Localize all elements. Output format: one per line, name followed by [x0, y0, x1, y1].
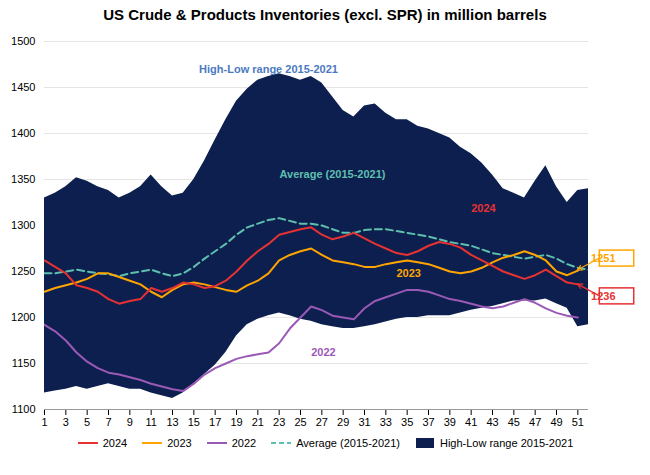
svg-text:17: 17 [209, 416, 221, 428]
svg-text:9: 9 [127, 416, 133, 428]
svg-text:51: 51 [572, 416, 584, 428]
svg-text:23: 23 [273, 416, 285, 428]
svg-text:25: 25 [294, 416, 306, 428]
svg-text:41: 41 [465, 416, 477, 428]
svg-text:1: 1 [41, 416, 47, 428]
svg-text:1350: 1350 [11, 173, 35, 185]
svg-text:2022: 2022 [311, 346, 335, 358]
svg-text:1500: 1500 [11, 35, 35, 47]
svg-text:1236: 1236 [591, 290, 615, 302]
svg-text:15: 15 [188, 416, 200, 428]
svg-text:2023: 2023 [397, 267, 421, 279]
svg-text:49: 49 [550, 416, 562, 428]
svg-text:33: 33 [380, 416, 392, 428]
svg-text:43: 43 [486, 416, 498, 428]
svg-text:1450: 1450 [11, 81, 35, 93]
svg-text:45: 45 [508, 416, 520, 428]
svg-text:1400: 1400 [11, 127, 35, 139]
svg-text:1300: 1300 [11, 219, 35, 231]
svg-text:High-Low range 2015-2021: High-Low range 2015-2021 [199, 63, 338, 75]
svg-text:1250: 1250 [11, 265, 35, 277]
svg-text:29: 29 [337, 416, 349, 428]
html-text:2022: 2022 [231, 437, 257, 449]
svg-text:7: 7 [105, 416, 111, 428]
svg-text:27: 27 [316, 416, 328, 428]
svg-text:39: 39 [444, 416, 456, 428]
svg-text:1150: 1150 [12, 357, 36, 369]
svg-text:19: 19 [230, 416, 242, 428]
svg-text:1251: 1251 [591, 252, 615, 264]
html-text:US Crude & Products Inventorie: US Crude & Products Inventories (excl. S… [103, 6, 547, 23]
html-text:High-Low range 2015-2021: High-Low range 2015-2021 [439, 437, 574, 449]
html-text:2023: 2023 [167, 437, 192, 449]
svg-text:35: 35 [401, 416, 413, 428]
svg-text:1100: 1100 [12, 403, 36, 415]
svg-text:11: 11 [145, 416, 156, 428]
html-text:Average (2015-2021): Average (2015-2021) [296, 437, 400, 449]
svg-text:1200: 1200 [11, 311, 35, 323]
svg-text:47: 47 [529, 416, 541, 428]
svg-text:31: 31 [358, 416, 370, 428]
svg-text:2024: 2024 [471, 202, 496, 214]
svg-text:13: 13 [166, 416, 178, 428]
svg-text:21: 21 [252, 416, 264, 428]
svg-text:37: 37 [422, 416, 434, 428]
svg-text:Average (2015-2021): Average (2015-2021) [280, 168, 386, 180]
svg-text:3: 3 [63, 416, 69, 428]
svg-text:5: 5 [84, 416, 90, 428]
html-text:2024: 2024 [102, 437, 128, 449]
